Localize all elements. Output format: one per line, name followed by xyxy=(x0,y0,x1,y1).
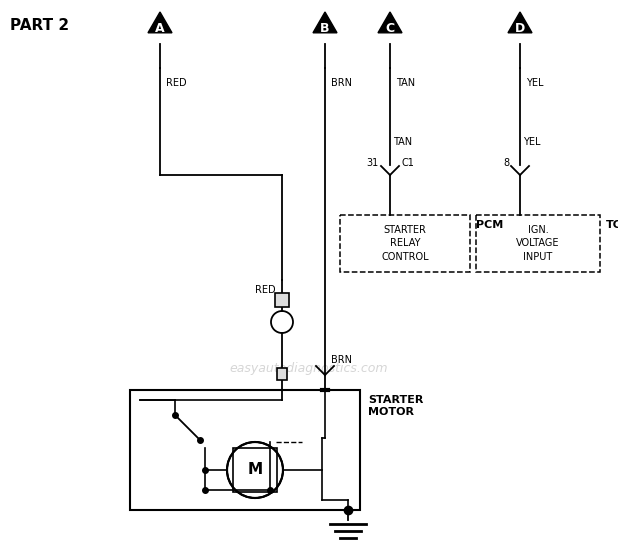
Text: D: D xyxy=(515,21,525,35)
Polygon shape xyxy=(508,12,532,33)
Text: PCM: PCM xyxy=(476,220,503,230)
Bar xyxy=(340,215,470,272)
Text: C1: C1 xyxy=(401,158,414,168)
Text: PART 2: PART 2 xyxy=(10,18,69,33)
Text: RED: RED xyxy=(255,285,276,295)
Text: YEL: YEL xyxy=(526,78,543,88)
Bar xyxy=(476,215,600,272)
Text: IGN.
VOLTAGE
INPUT: IGN. VOLTAGE INPUT xyxy=(516,226,560,262)
Text: B: B xyxy=(320,21,330,35)
Text: STARTER
MOTOR: STARTER MOTOR xyxy=(368,395,423,417)
Text: TAN: TAN xyxy=(393,137,412,147)
Text: easyautodiagnostics.com: easyautodiagnostics.com xyxy=(230,362,388,375)
Text: M: M xyxy=(247,463,263,477)
Text: 31: 31 xyxy=(366,158,379,168)
Text: BRN: BRN xyxy=(331,78,352,88)
Bar xyxy=(277,368,287,380)
Text: TCM: TCM xyxy=(606,220,618,230)
Text: A: A xyxy=(155,21,165,35)
Text: TAN: TAN xyxy=(396,78,415,88)
Text: C: C xyxy=(386,21,394,35)
Text: BRN: BRN xyxy=(331,355,352,365)
Bar xyxy=(232,448,277,492)
Text: 8: 8 xyxy=(503,158,509,168)
Text: STARTER
RELAY
CONTROL: STARTER RELAY CONTROL xyxy=(381,226,429,262)
Polygon shape xyxy=(378,12,402,33)
Polygon shape xyxy=(313,12,337,33)
Polygon shape xyxy=(148,12,172,33)
Bar xyxy=(130,390,360,510)
Bar xyxy=(275,293,289,307)
Text: YEL: YEL xyxy=(523,137,541,147)
Text: RED: RED xyxy=(166,78,187,88)
